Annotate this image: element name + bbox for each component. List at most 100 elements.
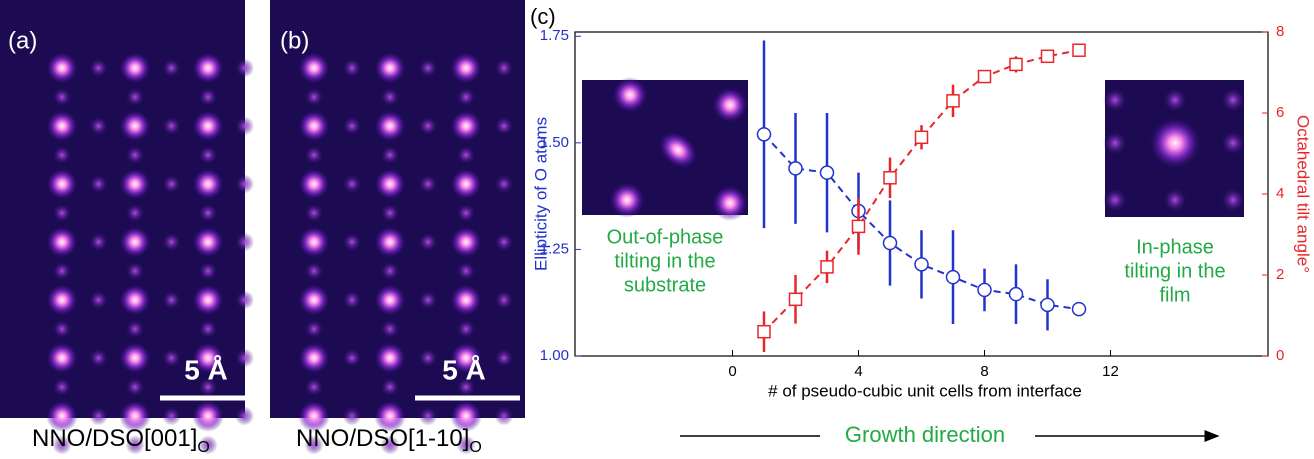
marker xyxy=(1009,57,1023,72)
atom-spot xyxy=(119,110,151,142)
atom-spot-dim xyxy=(494,174,514,194)
atom-spot xyxy=(612,77,648,113)
atom-spot-dim xyxy=(52,261,72,281)
atom-spot-dim xyxy=(1221,188,1245,212)
annotation: tilting in the xyxy=(614,250,715,272)
atom-spot-dim xyxy=(418,406,438,426)
marker xyxy=(819,165,835,180)
atom-spot-dim xyxy=(1103,88,1127,112)
atom-spot xyxy=(192,168,224,200)
atom-spot-dim xyxy=(161,406,182,426)
atom-spot xyxy=(450,400,482,432)
atom-spot-dim xyxy=(456,435,476,455)
atom-spot-dim xyxy=(52,145,72,165)
atom-spot-dim xyxy=(380,261,400,281)
atom-spot-dim xyxy=(52,203,72,223)
atom-spot-dim xyxy=(161,290,182,310)
atom-spot-dim xyxy=(1103,131,1127,155)
atom-spot-dim xyxy=(494,58,514,78)
annotation: film xyxy=(1159,284,1190,306)
atom-spot-dim xyxy=(234,174,255,194)
atom-spot xyxy=(192,400,224,432)
atom-spot-dim xyxy=(161,348,182,368)
atom-spot xyxy=(450,168,482,200)
atom-spot xyxy=(374,110,406,142)
marker xyxy=(1040,297,1055,313)
atom-spot xyxy=(46,110,78,142)
series-line xyxy=(763,49,1080,333)
marker xyxy=(756,127,772,142)
atom-spot-dim xyxy=(304,435,324,455)
atom-spot-dim xyxy=(198,319,218,339)
marker xyxy=(882,235,898,251)
atom-spot-dim xyxy=(52,319,72,339)
atom-spot xyxy=(298,226,330,258)
atom-spot-dim xyxy=(494,406,514,426)
atom-spot-dim xyxy=(234,58,255,78)
atom-spot-dim xyxy=(418,348,438,368)
atom-spot xyxy=(46,52,78,84)
atom-spot-dim xyxy=(342,232,362,252)
atom-spot-dim xyxy=(304,145,324,165)
atom-spot xyxy=(450,226,482,258)
atom-spot xyxy=(46,168,78,200)
atom-spot-dim xyxy=(88,290,109,310)
y2-tick-label: 0 xyxy=(1276,347,1284,364)
y2-tick-label: 2 xyxy=(1276,266,1284,283)
y-tick-label: 1.00 xyxy=(540,347,569,364)
y-tick-label: 1.75 xyxy=(540,27,569,44)
atom-spot-dim xyxy=(125,319,145,339)
marker xyxy=(977,69,992,84)
atom-spot-dim xyxy=(125,145,145,165)
y-axis-label: Ellipticity of O atoms xyxy=(531,117,550,271)
atom-spot-dim xyxy=(380,87,400,107)
atom-spot-dim xyxy=(418,116,438,136)
atom-spot-dim xyxy=(234,348,255,368)
marker xyxy=(914,257,929,272)
inset-left xyxy=(582,77,748,221)
atom-spot xyxy=(374,284,406,316)
y2-tick-label: 6 xyxy=(1276,104,1284,121)
atom-spot-dim xyxy=(342,348,362,368)
y2-tick-label: 8 xyxy=(1276,23,1284,40)
x-tick-label: 12 xyxy=(1102,363,1119,380)
atom-spot-dim xyxy=(198,145,218,165)
atom-spot xyxy=(374,52,406,84)
atom-spot-dim xyxy=(418,232,438,252)
atom-spot xyxy=(46,226,78,258)
atom-spot-dim xyxy=(494,290,514,310)
atom-spot-dim xyxy=(304,87,324,107)
atom-spot-dim xyxy=(1221,131,1245,155)
atom-spot-dim xyxy=(88,406,109,426)
atom-spot xyxy=(46,284,78,316)
atom-spot-dim xyxy=(1163,188,1187,212)
atom-spot xyxy=(712,87,748,123)
scale-bar-label: 5 Å xyxy=(184,354,228,385)
atom-spot-dim xyxy=(342,290,362,310)
atom-spot-dim xyxy=(125,261,145,281)
atom-spot xyxy=(298,110,330,142)
atom-spot-dim xyxy=(342,116,362,136)
atom-spot-dim xyxy=(234,406,255,426)
atom-spot-dim xyxy=(88,58,109,78)
atom-spot xyxy=(119,226,151,258)
atom-spot-dim xyxy=(380,377,400,397)
atom-spot-dim xyxy=(418,174,438,194)
atom-spot-dim xyxy=(380,145,400,165)
atom-spot xyxy=(374,168,406,200)
atom-spot-dim xyxy=(88,174,109,194)
atom-spot xyxy=(609,182,645,218)
atom-spot-dim xyxy=(125,377,145,397)
atom-spot-dim xyxy=(380,435,400,455)
caption-text: NNO/DSO[1-10] xyxy=(296,425,469,452)
caption-sub: O xyxy=(469,439,481,454)
atom-spot xyxy=(1149,117,1201,169)
atom-spot xyxy=(298,52,330,84)
marker xyxy=(788,292,803,307)
atom-spot xyxy=(374,342,406,374)
annotation: Out-of-phase xyxy=(607,226,724,248)
growth-direction: Growth direction xyxy=(845,422,1005,447)
atom-spot xyxy=(192,342,224,374)
annotation: In-phase xyxy=(1136,236,1214,258)
